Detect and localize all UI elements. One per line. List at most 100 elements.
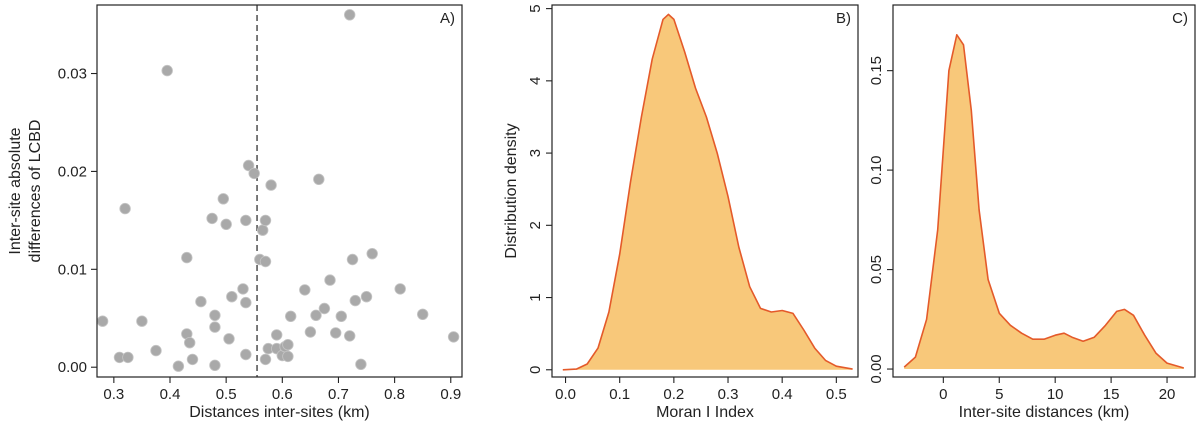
x-tick-label: 5 <box>995 386 1003 403</box>
y-tick-label: 4 <box>527 77 544 85</box>
scatter-point <box>344 330 356 342</box>
density-line <box>562 13 853 371</box>
x-tick-label: 0.1 <box>609 386 630 403</box>
scatter-point <box>259 214 272 227</box>
scatter-point <box>346 253 359 266</box>
density-area <box>562 14 853 370</box>
x-tick-label: 0.4 <box>160 386 181 403</box>
y-tick-label: 2 <box>527 221 544 229</box>
plot-frame <box>892 4 1196 378</box>
scatter-point <box>240 214 252 227</box>
plot-frame <box>551 4 859 378</box>
x-axis-title: Distances inter-sites (km) <box>189 404 369 421</box>
panel-label: B) <box>836 10 851 27</box>
scatter-point <box>240 348 252 361</box>
scatter-point <box>150 344 162 357</box>
x-axis-title: Inter-site distances (km) <box>959 404 1130 421</box>
y-tick-label: 1 <box>527 293 544 301</box>
y-axis-title: Distribution density <box>503 123 520 258</box>
y-tick-label: 5 <box>527 4 544 12</box>
scatter-point <box>209 309 221 322</box>
x-tick-label: 0.3 <box>718 386 739 403</box>
y-tick-label: 0.02 <box>58 163 87 180</box>
panel-label: C) <box>1172 10 1188 27</box>
x-tick-label: 20 <box>1159 386 1176 403</box>
scatter-point <box>240 296 252 309</box>
scatter-point <box>304 326 317 338</box>
scatter-point <box>259 255 272 268</box>
scatter-point <box>195 295 207 308</box>
scatter-point <box>248 167 260 180</box>
y-tick-label: 0.00 <box>58 359 87 376</box>
scatter-point <box>324 274 336 286</box>
scatter-point <box>242 159 255 172</box>
scatter-point <box>206 212 218 225</box>
x-tick-label: 0 <box>939 386 947 403</box>
scatter-point <box>349 294 362 307</box>
y-tick-label: 0.01 <box>58 261 87 278</box>
y-tick-label: 0.00 <box>868 354 885 383</box>
scatter-point <box>271 329 283 341</box>
panel-c-density: 0 5 10 15 20 0.00 0.05 0.10 0.15 Inter-site dista… <box>868 4 1196 421</box>
panel-b-density: 0.0 0.1 0.2 0.3 0.4 0.5 0 1 2 3 4 5 Moran I Index Dis… <box>503 4 859 421</box>
panel-label: A) <box>440 10 455 27</box>
scatter-point <box>183 337 196 349</box>
x-tick-label: 0.7 <box>328 386 349 403</box>
scatter-point <box>259 353 272 366</box>
scatter-point <box>237 283 249 295</box>
scatter-point <box>181 251 193 264</box>
y-tick-label: 0.15 <box>868 56 885 85</box>
scatter-point <box>318 302 331 315</box>
scatter-point <box>394 283 406 295</box>
scatter-point <box>209 321 221 333</box>
scatter-point <box>209 359 221 372</box>
scatter-point <box>172 360 185 372</box>
scatter-point <box>122 351 134 364</box>
scatter-point <box>330 327 342 339</box>
scatter-point <box>161 64 173 77</box>
x-tick-label: 0.9 <box>440 386 461 403</box>
x-tick-label: 0.3 <box>103 386 124 403</box>
scatter-point <box>220 218 232 231</box>
scatter-point <box>223 333 235 345</box>
density-area <box>904 34 1184 370</box>
scatter-point <box>417 308 429 321</box>
scatter-point <box>344 9 356 21</box>
x-tick-label: 0.6 <box>272 386 293 403</box>
y-tick-label: 0.05 <box>868 255 885 284</box>
x-tick-label: 10 <box>1047 386 1064 403</box>
scatter-point <box>355 358 367 371</box>
x-tick-label: 0.8 <box>384 386 405 403</box>
plot-frame <box>96 4 463 378</box>
panel-a-scatter: 0.3 0.4 0.5 0.6 0.7 0.8 0.9 0.00 0.01 0.02 0.03 Dis… <box>7 4 463 421</box>
y-tick-label: 3 <box>527 149 544 157</box>
x-axis-title: Moran I Index <box>656 404 754 421</box>
x-tick-label: 0.0 <box>555 386 576 403</box>
y-tick-label: 0.10 <box>868 156 885 185</box>
x-tick-label: 0.5 <box>826 386 847 403</box>
scatter-point <box>119 202 131 215</box>
scatter-point <box>285 310 297 323</box>
scatter-point <box>366 247 378 260</box>
scatter-point <box>136 315 148 327</box>
x-tick-label: 15 <box>1103 386 1120 403</box>
scatter-point <box>257 224 269 236</box>
x-tick-label: 0.2 <box>663 386 684 403</box>
scatter-point <box>96 315 109 327</box>
scatter-point <box>447 331 460 343</box>
scatter-point <box>282 339 294 351</box>
scatter-point <box>282 350 294 363</box>
y-tick-label: 0.03 <box>58 66 87 83</box>
scatter-point <box>335 310 348 323</box>
scatter-point <box>299 284 311 296</box>
scatter-point <box>226 291 238 303</box>
scatter-point <box>360 291 373 303</box>
scatter-point <box>310 309 322 322</box>
scatter-point <box>186 353 199 366</box>
scatter-point <box>265 179 277 191</box>
x-tick-label: 0.4 <box>772 386 793 403</box>
x-tick-label: 0.5 <box>216 386 237 403</box>
scatter-point <box>313 173 325 186</box>
